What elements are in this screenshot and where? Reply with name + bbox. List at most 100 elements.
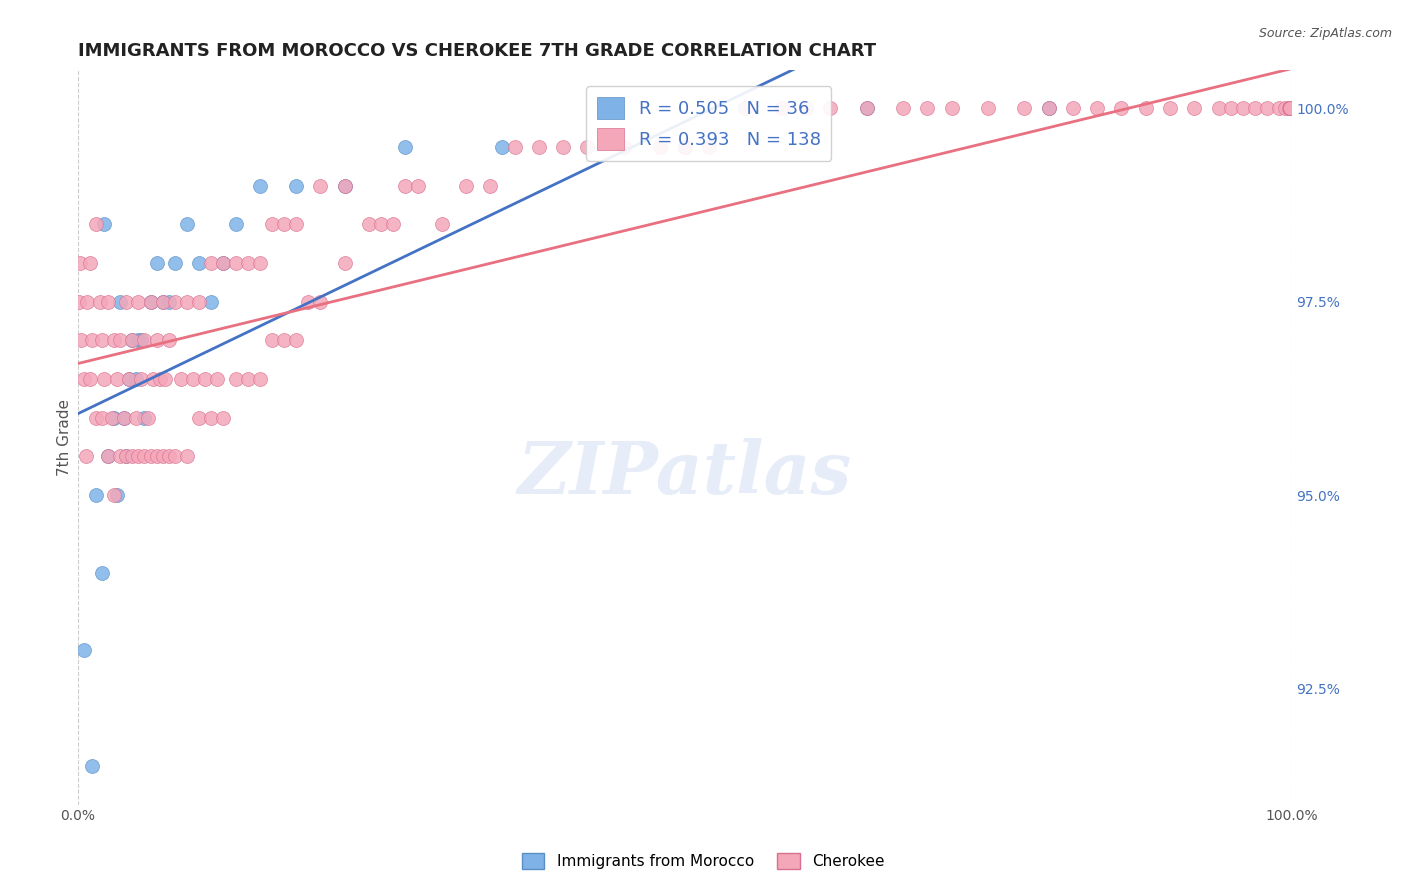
- Point: [1038, 101, 1060, 115]
- Point: [157, 334, 180, 348]
- Point: [1279, 101, 1302, 115]
- Point: [673, 140, 696, 154]
- Point: [157, 450, 180, 464]
- Point: [1159, 101, 1181, 115]
- Point: [136, 410, 159, 425]
- Point: [121, 450, 143, 464]
- Point: [1182, 101, 1205, 115]
- Point: [1244, 101, 1267, 115]
- Point: [115, 450, 138, 464]
- Point: [115, 294, 138, 309]
- Point: [108, 450, 131, 464]
- Point: [142, 372, 165, 386]
- Point: [176, 218, 198, 232]
- Point: [394, 178, 416, 193]
- Point: [1062, 101, 1084, 115]
- Point: [285, 218, 308, 232]
- Point: [818, 101, 841, 115]
- Point: [134, 334, 156, 348]
- Point: [70, 836, 93, 850]
- Point: [1279, 101, 1302, 115]
- Point: [1279, 101, 1302, 115]
- Point: [139, 294, 162, 309]
- Point: [105, 488, 128, 502]
- Point: [977, 101, 1000, 115]
- Point: [67, 294, 90, 309]
- Point: [127, 450, 149, 464]
- Point: [118, 372, 141, 386]
- Point: [613, 140, 636, 154]
- Point: [118, 372, 141, 386]
- Point: [1279, 101, 1302, 115]
- Point: [394, 140, 416, 154]
- Point: [212, 256, 235, 270]
- Point: [69, 256, 91, 270]
- Point: [333, 178, 356, 193]
- Point: [170, 372, 193, 386]
- Point: [129, 372, 152, 386]
- Point: [181, 372, 204, 386]
- Point: [176, 450, 198, 464]
- Point: [73, 372, 96, 386]
- Point: [1256, 101, 1278, 115]
- Point: [188, 294, 211, 309]
- Point: [91, 334, 114, 348]
- Point: [333, 256, 356, 270]
- Point: [1279, 101, 1302, 115]
- Point: [145, 450, 167, 464]
- Point: [697, 140, 720, 154]
- Point: [1135, 101, 1157, 115]
- Point: [224, 218, 246, 232]
- Point: [273, 334, 295, 348]
- Point: [82, 759, 104, 773]
- Point: [134, 450, 156, 464]
- Point: [1279, 101, 1302, 115]
- Point: [84, 488, 107, 502]
- Point: [79, 372, 101, 386]
- Point: [1279, 101, 1302, 115]
- Point: [855, 101, 877, 115]
- Point: [84, 410, 107, 425]
- Text: ZIPatlas: ZIPatlas: [517, 438, 852, 509]
- Point: [285, 334, 308, 348]
- Point: [188, 256, 211, 270]
- Point: [855, 101, 877, 115]
- Point: [76, 294, 98, 309]
- Point: [1279, 101, 1302, 115]
- Point: [941, 101, 963, 115]
- Point: [115, 450, 138, 464]
- Point: [103, 334, 125, 348]
- Legend: Immigrants from Morocco, Cherokee: Immigrants from Morocco, Cherokee: [516, 847, 890, 875]
- Point: [1111, 101, 1133, 115]
- Point: [82, 334, 104, 348]
- Point: [553, 140, 575, 154]
- Point: [1278, 101, 1301, 115]
- Point: [212, 256, 235, 270]
- Point: [915, 101, 938, 115]
- Point: [112, 410, 135, 425]
- Point: [93, 372, 115, 386]
- Point: [650, 140, 672, 154]
- Point: [100, 410, 122, 425]
- Text: Source: ZipAtlas.com: Source: ZipAtlas.com: [1258, 27, 1392, 40]
- Point: [91, 410, 114, 425]
- Point: [1279, 101, 1302, 115]
- Point: [212, 410, 235, 425]
- Point: [129, 334, 152, 348]
- Point: [163, 294, 186, 309]
- Point: [157, 294, 180, 309]
- Point: [273, 218, 295, 232]
- Point: [105, 372, 128, 386]
- Point: [200, 294, 222, 309]
- Point: [200, 256, 222, 270]
- Point: [121, 334, 143, 348]
- Point: [152, 294, 174, 309]
- Point: [224, 372, 246, 386]
- Point: [149, 372, 172, 386]
- Point: [127, 334, 149, 348]
- Point: [576, 140, 599, 154]
- Point: [249, 256, 271, 270]
- Legend: R = 0.505   N = 36, R = 0.393   N = 138: R = 0.505 N = 36, R = 0.393 N = 138: [586, 86, 831, 161]
- Point: [333, 178, 356, 193]
- Point: [125, 372, 148, 386]
